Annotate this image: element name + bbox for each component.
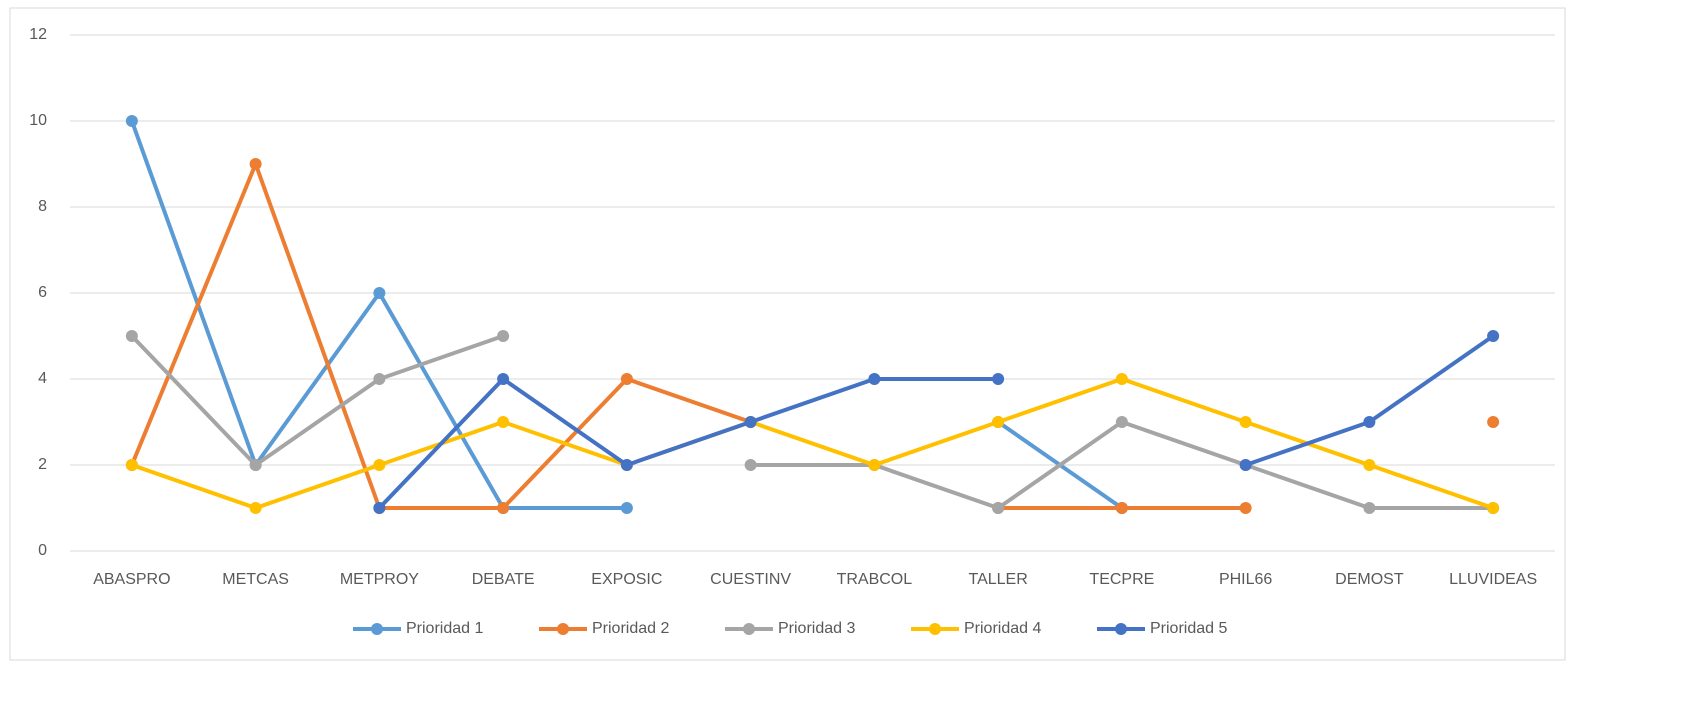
data-point: [1487, 416, 1500, 428]
y-tick-label: 0: [38, 542, 47, 559]
data-point: [620, 502, 633, 514]
x-tick-label: DEMOST: [1335, 571, 1404, 588]
y-tick-label: 10: [29, 112, 47, 129]
x-tick-label: TECPRE: [1089, 571, 1154, 588]
legend-label: Prioridad 1: [406, 620, 483, 637]
legend-marker: [929, 623, 941, 635]
data-point: [373, 373, 386, 385]
data-point: [497, 416, 510, 428]
data-point: [1239, 502, 1252, 514]
data-point: [249, 502, 262, 514]
data-point: [1115, 416, 1128, 428]
x-tick-label: DEBATE: [472, 571, 535, 588]
data-point: [1363, 502, 1376, 514]
data-point: [868, 373, 881, 385]
data-point: [620, 373, 633, 385]
data-point: [1115, 502, 1128, 514]
data-point: [497, 330, 510, 342]
data-point: [992, 502, 1005, 514]
legend-marker: [743, 623, 755, 635]
data-point: [1239, 459, 1252, 471]
x-tick-label: CUESTINV: [710, 571, 791, 588]
data-point: [373, 287, 386, 299]
legend-label: Prioridad 5: [1150, 620, 1227, 637]
y-tick-label: 8: [38, 198, 47, 215]
x-tick-label: ABASPRO: [93, 571, 170, 588]
legend-label: Prioridad 2: [592, 620, 669, 637]
data-point: [1487, 502, 1500, 514]
data-point: [1363, 416, 1376, 428]
data-point: [992, 373, 1005, 385]
data-point: [744, 416, 757, 428]
legend-label: Prioridad 4: [964, 620, 1041, 637]
y-tick-label: 4: [38, 370, 47, 387]
data-point: [249, 158, 262, 170]
data-point: [992, 416, 1005, 428]
legend-marker: [557, 623, 569, 635]
x-tick-label: PHIL66: [1219, 571, 1272, 588]
data-point: [620, 459, 633, 471]
y-tick-label: 12: [29, 26, 47, 43]
x-tick-label: TALLER: [968, 571, 1027, 588]
x-tick-label: METCAS: [222, 571, 289, 588]
legend-label: Prioridad 3: [778, 620, 855, 637]
x-tick-label: LLUVIDEAS: [1449, 571, 1537, 588]
legend-marker: [371, 623, 383, 635]
data-point: [497, 373, 510, 385]
y-tick-label: 2: [38, 456, 47, 473]
legend-marker: [1115, 623, 1127, 635]
data-point: [497, 502, 510, 514]
chart-frame: [9, 7, 1566, 661]
data-point: [125, 330, 138, 342]
series-line: [131, 377, 1494, 510]
data-point: [868, 459, 881, 471]
x-tick-label: TRABCOL: [837, 571, 913, 588]
y-tick-label: 6: [38, 284, 47, 301]
data-point: [373, 459, 386, 471]
x-tick-label: EXPOSIC: [591, 571, 662, 588]
data-point: [1487, 330, 1500, 342]
data-point: [1239, 416, 1252, 428]
data-point: [249, 459, 262, 471]
data-point: [1115, 373, 1128, 385]
data-point: [1363, 459, 1376, 471]
data-point: [744, 459, 757, 471]
x-tick-label: METPROY: [340, 571, 419, 588]
data-point: [125, 115, 138, 127]
data-point: [373, 502, 386, 514]
data-point: [125, 459, 138, 471]
